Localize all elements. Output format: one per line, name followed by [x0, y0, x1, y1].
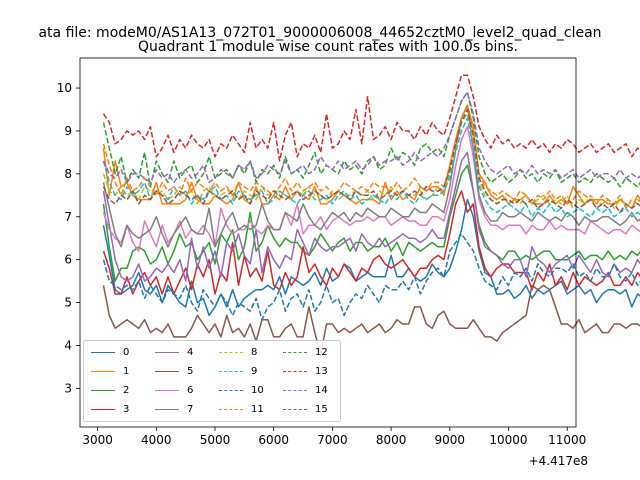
y-tick-label: 3 [64, 381, 72, 395]
series-line-13 [102, 74, 640, 162]
legend-swatch [155, 370, 179, 372]
legend-swatch [283, 389, 307, 391]
legend-item-13: 13 [283, 365, 328, 377]
x-tick-label: 6000 [258, 433, 289, 447]
series-line-6 [102, 125, 640, 252]
y-tick-label: 4 [64, 338, 72, 352]
legend-item-5: 5 [155, 365, 193, 377]
series-line-12 [102, 91, 640, 188]
x-tick-label: 7000 [317, 433, 348, 447]
legend-swatch [283, 370, 307, 372]
legend-label: 9 [251, 365, 258, 377]
legend-label: 12 [315, 346, 328, 358]
x-tick-label: 4000 [141, 433, 172, 447]
x-offset-label: +4.417e8 [529, 454, 588, 468]
legend-label: 2 [123, 384, 130, 396]
series-line-10 [102, 233, 640, 321]
series-line-8 [102, 113, 640, 209]
legend-item-7: 7 [155, 403, 193, 415]
legend-item-1: 1 [91, 365, 129, 377]
legend-label: 10 [251, 384, 264, 396]
legend-swatch [91, 370, 115, 372]
series-layer [102, 74, 640, 355]
legend-label: 4 [187, 346, 194, 358]
legend-item-15: 15 [283, 403, 328, 415]
legend-label: 14 [315, 384, 328, 396]
legend-label: 5 [187, 365, 194, 377]
series-line-9 [102, 117, 640, 218]
x-tick-label: 5000 [200, 433, 231, 447]
legend-item-4: 4 [155, 346, 193, 358]
legend-swatch [155, 351, 179, 353]
series-line-3 [102, 190, 640, 295]
y-tick-label: 8 [64, 167, 72, 181]
x-tick-label: 8000 [376, 433, 407, 447]
series-line-4 [102, 151, 640, 282]
chart-title: Quadrant 1 module wise count rates with … [138, 39, 518, 55]
legend-swatch [219, 408, 243, 410]
series-line-11 [102, 104, 640, 209]
legend-swatch [91, 408, 115, 410]
y-tick-label: 5 [64, 296, 72, 310]
y-tick-label: 7 [64, 210, 72, 224]
legend-swatch [283, 351, 307, 353]
axes-layer: 3000 4000 5000 6000 7000 8000 9000 10000 11000 3 4… [57, 57, 588, 468]
series-line-15 [102, 108, 640, 214]
legend-label: 15 [315, 403, 328, 415]
legend-item-8: 8 [219, 346, 257, 358]
legend-item-6: 6 [155, 384, 193, 396]
legend-swatch [91, 389, 115, 391]
legend-label: 3 [123, 403, 130, 415]
y-tick-label: 6 [64, 253, 72, 267]
legend-label: 0 [123, 346, 130, 358]
legend-swatch [219, 389, 243, 391]
plot-frame [79, 57, 577, 428]
legend-swatch [155, 389, 179, 391]
legend-swatch [283, 408, 307, 410]
figure-suptitle: ata file: modeM0/AS1A13_072T01_900000600… [38, 25, 601, 41]
legend-label: 8 [251, 346, 258, 358]
legend-item-2: 2 [91, 384, 129, 396]
series-line-14 [102, 91, 640, 184]
legend-swatch [155, 408, 179, 410]
series-line-0 [102, 198, 640, 317]
legend-item-0: 0 [91, 346, 129, 358]
legend-swatch [219, 351, 243, 353]
legend-item-11: 11 [219, 403, 264, 415]
series-line-5 [102, 284, 640, 355]
x-tick-label: 10000 [489, 433, 527, 447]
legend-swatch [91, 351, 115, 353]
legend-label: 11 [251, 403, 264, 415]
series-line-7 [102, 104, 640, 248]
legend-item-3: 3 [91, 403, 129, 415]
legend-swatch [219, 370, 243, 372]
legend-item-14: 14 [283, 384, 328, 396]
legend-item-12: 12 [283, 346, 328, 358]
y-tick-label: 9 [64, 124, 72, 138]
legend-item-9: 9 [219, 365, 257, 377]
legend-label: 7 [187, 403, 194, 415]
x-tick-label: 9000 [435, 433, 466, 447]
y-tick-label: 10 [57, 81, 72, 95]
legend: 0 1 2 3 4 5 6 7 8 9 10 11 12 13 14 15 [83, 340, 341, 422]
legend-item-10: 10 [219, 384, 264, 396]
x-tick-label: 3000 [82, 433, 113, 447]
legend-label: 13 [315, 365, 328, 377]
legend-label: 6 [187, 384, 194, 396]
x-tick-label: 11000 [548, 433, 586, 447]
legend-label: 1 [123, 365, 130, 377]
